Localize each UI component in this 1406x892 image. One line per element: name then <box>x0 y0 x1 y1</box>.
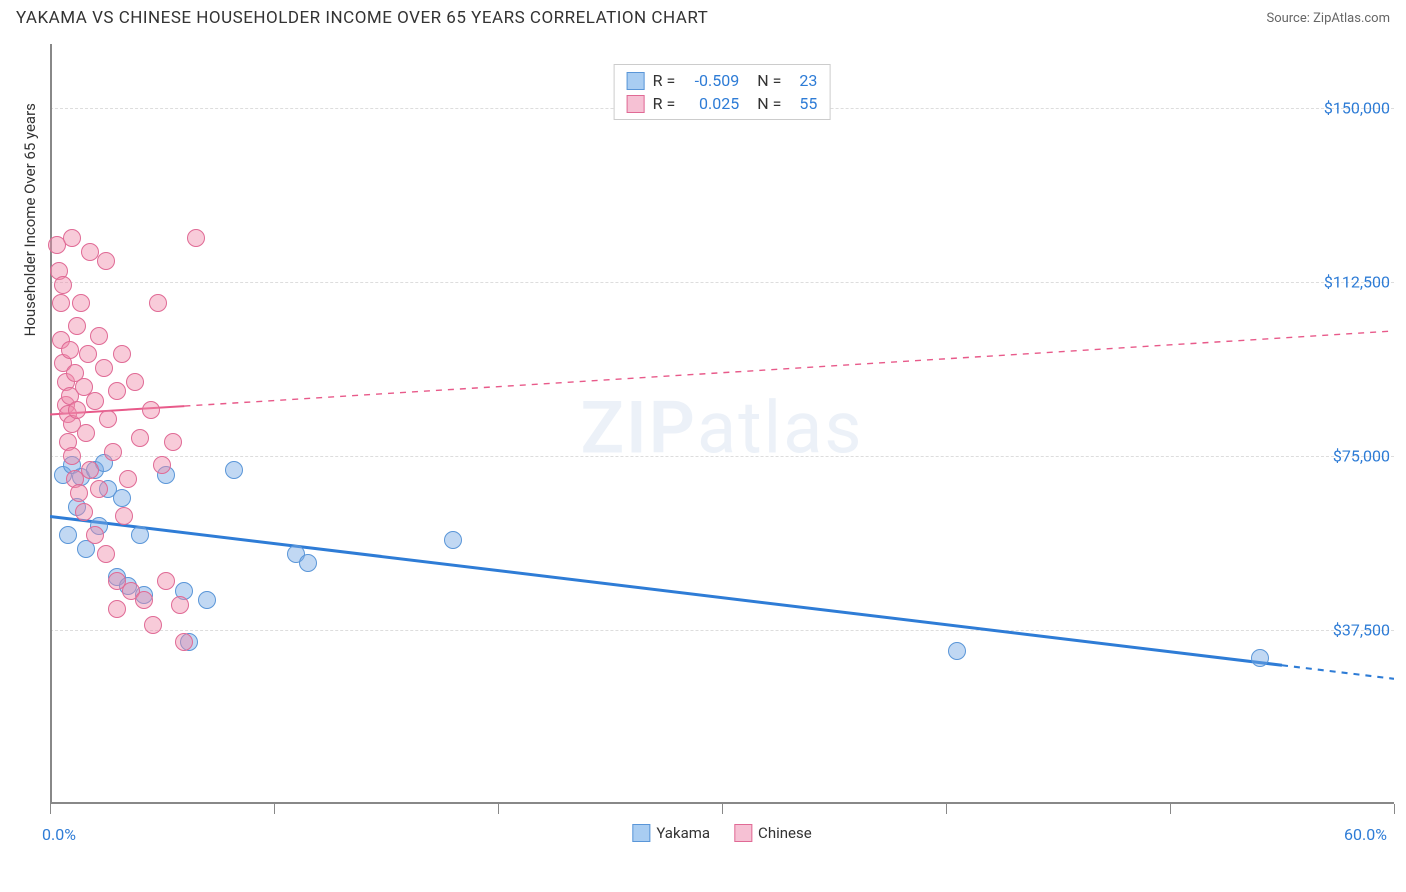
y-tick-label: $75,000 <box>1333 447 1390 466</box>
data-point <box>153 456 171 474</box>
data-point <box>299 554 317 572</box>
data-point <box>90 327 108 345</box>
data-point <box>63 229 81 247</box>
x-tick <box>946 804 947 814</box>
data-point <box>77 424 95 442</box>
chart-title: YAKAMA VS CHINESE HOUSEHOLDER INCOME OVE… <box>16 8 708 28</box>
data-point <box>75 503 93 521</box>
n-value: 23 <box>789 71 817 90</box>
data-point <box>126 373 144 391</box>
data-point <box>97 545 115 563</box>
chart-container: Householder Income Over 65 years ZIPatla… <box>50 44 1394 844</box>
data-point <box>61 341 79 359</box>
data-point <box>225 461 243 479</box>
data-point <box>157 572 175 590</box>
r-label: R = <box>653 71 676 90</box>
data-point <box>79 345 97 363</box>
gridline-h <box>50 630 1394 631</box>
data-point <box>144 616 162 634</box>
data-point <box>81 461 99 479</box>
data-point <box>68 401 86 419</box>
x-tick <box>50 804 51 814</box>
data-point <box>108 600 126 618</box>
data-point <box>444 531 462 549</box>
data-point <box>86 526 104 544</box>
r-label: R = <box>653 94 676 113</box>
data-point <box>113 489 131 507</box>
data-point <box>135 591 153 609</box>
stats-legend: R = -0.509 N = 23 R = 0.025 N = 55 <box>614 64 831 120</box>
data-point <box>108 382 126 400</box>
watermark: ZIPatlas <box>580 386 863 471</box>
data-point <box>187 229 205 247</box>
data-point <box>131 526 149 544</box>
data-point <box>63 447 81 465</box>
x-tick <box>274 804 275 814</box>
data-point <box>90 480 108 498</box>
stats-row: R = -0.509 N = 23 <box>627 69 818 92</box>
legend-swatch <box>627 95 645 113</box>
x-tick <box>722 804 723 814</box>
r-value: 0.025 <box>683 94 739 113</box>
series-legend: Yakama Chinese <box>632 824 811 842</box>
n-label: N = <box>757 71 781 90</box>
data-point <box>68 317 86 335</box>
gridline-h <box>50 456 1394 457</box>
data-point <box>142 401 160 419</box>
data-point <box>59 526 77 544</box>
stats-row: R = 0.025 N = 55 <box>627 92 818 115</box>
data-point <box>131 429 149 447</box>
data-point <box>1251 649 1269 667</box>
y-tick-label: $150,000 <box>1324 99 1390 118</box>
y-tick-label: $112,500 <box>1324 273 1390 292</box>
data-point <box>171 596 189 614</box>
data-point <box>72 294 90 312</box>
legend-swatch <box>632 824 650 842</box>
data-point <box>198 591 216 609</box>
header: YAKAMA VS CHINESE HOUSEHOLDER INCOME OVE… <box>0 0 1406 32</box>
gridline-h <box>50 282 1394 283</box>
data-point <box>175 633 193 651</box>
y-axis-title: Householder Income Over 65 years <box>21 103 39 336</box>
data-point <box>95 359 113 377</box>
data-point <box>164 433 182 451</box>
data-point <box>86 392 104 410</box>
data-point <box>115 507 133 525</box>
legend-item: Yakama <box>632 824 710 842</box>
legend-swatch <box>627 72 645 90</box>
data-point <box>948 642 966 660</box>
x-tick <box>1170 804 1171 814</box>
source-label: Source: ZipAtlas.com <box>1266 11 1390 26</box>
data-point <box>97 252 115 270</box>
r-value: -0.509 <box>683 71 739 90</box>
legend-swatch <box>734 824 752 842</box>
plot-area: ZIPatlas $37,500 $75,000 $112,500 $150,000 0… <box>50 44 1394 844</box>
y-tick-label: $37,500 <box>1333 621 1390 640</box>
data-point <box>52 294 70 312</box>
n-label: N = <box>757 94 781 113</box>
regression-lines <box>50 44 1394 844</box>
data-point <box>104 443 122 461</box>
legend-label: Chinese <box>758 824 812 842</box>
y-axis <box>50 44 52 804</box>
data-point <box>99 410 117 428</box>
legend-label: Yakama <box>656 824 710 842</box>
n-value: 55 <box>789 94 817 113</box>
data-point <box>54 276 72 294</box>
x-tick-label: 60.0% <box>1344 825 1387 844</box>
x-tick-label: 0.0% <box>42 825 76 844</box>
x-tick <box>1394 804 1395 814</box>
data-point <box>70 484 88 502</box>
data-point <box>149 294 167 312</box>
data-point <box>113 345 131 363</box>
legend-item: Chinese <box>734 824 812 842</box>
x-tick <box>498 804 499 814</box>
data-point <box>119 470 137 488</box>
